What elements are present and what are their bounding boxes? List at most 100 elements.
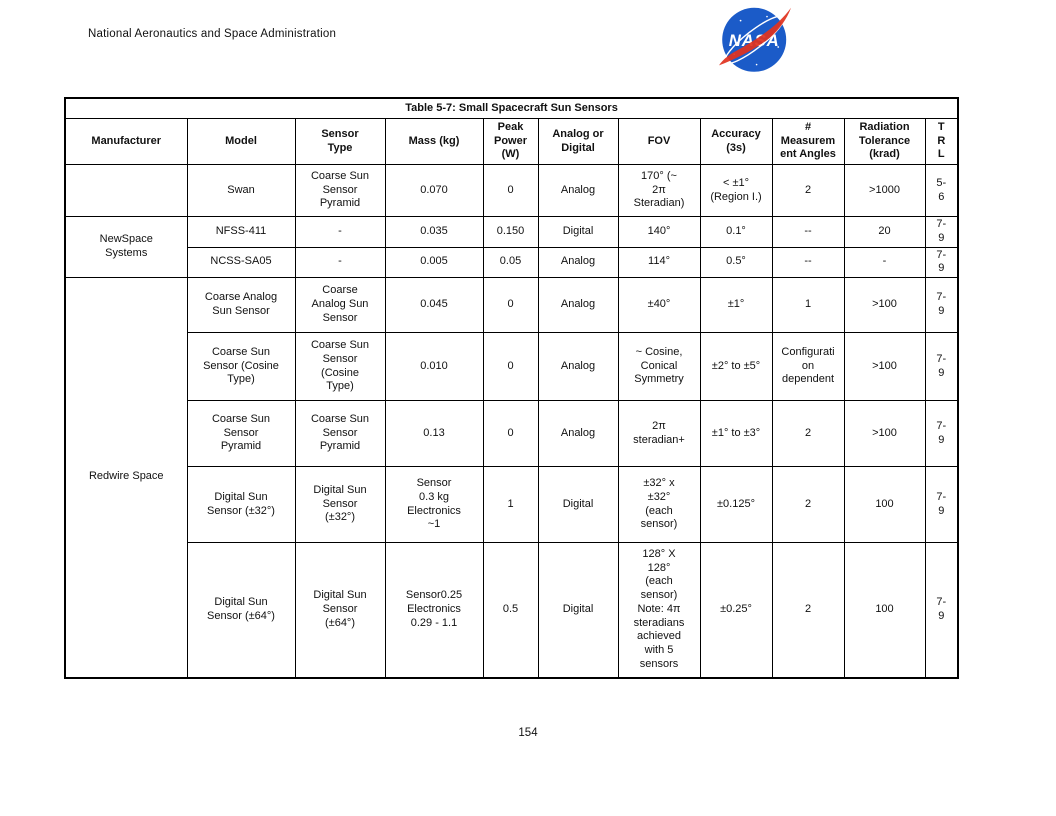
- cell-mass: 0.13: [384, 400, 484, 467]
- cell-fov: ±40°: [617, 277, 701, 333]
- nasa-meatball-icon: NASA: [719, 7, 791, 72]
- cell-accuracy: ±1° to ±3°: [699, 400, 773, 467]
- cell-analog-digital: Digital: [537, 542, 619, 678]
- cell-trl: 7- 9: [924, 277, 959, 333]
- cell-measurement-angles: 2: [771, 164, 845, 217]
- cell-model: Coarse Analog Sun Sensor: [186, 277, 296, 333]
- cell-trl: 5- 6: [924, 164, 959, 217]
- table-title: Table 5-7: Small Spacecraft Sun Sensors: [64, 97, 959, 119]
- cell-model: Swan: [186, 164, 296, 217]
- cell-mass: 0.035: [384, 216, 484, 248]
- cell-trl: 7- 9: [924, 216, 959, 248]
- cell-analog-digital: Analog: [537, 332, 619, 401]
- cell-peak-power: 0: [482, 400, 539, 467]
- cell-radiation-tolerance: 100: [843, 542, 926, 678]
- cell-fov: 170° (~ 2π Steradian): [617, 164, 701, 217]
- cell-analog-digital: Digital: [537, 216, 619, 248]
- cell-mass: 0.010: [384, 332, 484, 401]
- cell-accuracy: ±1°: [699, 277, 773, 333]
- table-row-swan: Swan Coarse Sun Sensor Pyramid 0.070 0 A…: [64, 164, 959, 217]
- cell-mass: Sensor0.25 Electronics 0.29 - 1.1: [384, 542, 484, 678]
- cell-sensor-type: Coarse Sun Sensor Pyramid: [294, 400, 386, 467]
- cell-fov: 2π steradian+: [617, 400, 701, 467]
- cell-model: Coarse Sun Sensor (Cosine Type): [186, 332, 296, 401]
- col-header-peak-power: Peak Power (W): [482, 118, 539, 165]
- col-header-radiation-tolerance: Radiation Tolerance (krad): [843, 118, 926, 165]
- cell-mass: Sensor 0.3 kg Electronics ~1: [384, 466, 484, 543]
- cell-accuracy: 0.5°: [699, 246, 773, 278]
- cell-trl: 7- 9: [924, 332, 959, 401]
- cell-accuracy: ±0.25°: [699, 542, 773, 678]
- cell-radiation-tolerance: >100: [843, 277, 926, 333]
- cell-accuracy: ±0.125°: [699, 466, 773, 543]
- cell-sensor-type: Coarse Sun Sensor Pyramid: [294, 164, 386, 217]
- cell-sensor-type: Coarse Sun Sensor (Cosine Type): [294, 332, 386, 401]
- table-header-row: Manufacturer Model Sensor Type Mass (kg)…: [64, 118, 959, 165]
- cell-model: Digital Sun Sensor (±32°): [186, 466, 296, 543]
- col-header-sensor-type: Sensor Type: [294, 118, 386, 165]
- cell-fov: 114°: [617, 246, 701, 278]
- col-header-model: Model: [186, 118, 296, 165]
- cell-analog-digital: Analog: [537, 400, 619, 467]
- cell-model: Coarse Sun Sensor Pyramid: [186, 400, 296, 467]
- cell-radiation-tolerance: -: [843, 246, 926, 278]
- cell-mass: 0.005: [384, 246, 484, 278]
- cell-trl: 7- 9: [924, 466, 959, 543]
- table-row-coarse-analog: Redwire Space Coarse Analog Sun Sensor C…: [64, 277, 959, 678]
- cell-analog-digital: Analog: [537, 246, 619, 278]
- cell-peak-power: 0.05: [482, 246, 539, 278]
- agency-name: National Aeronautics and Space Administr…: [88, 28, 337, 40]
- cell-sensor-type: Digital Sun Sensor (±64°): [294, 542, 386, 678]
- cell-trl: 7- 9: [924, 246, 959, 278]
- cell-radiation-tolerance: 20: [843, 216, 926, 248]
- cell-radiation-tolerance: >100: [843, 400, 926, 467]
- cell-radiation-tolerance: >1000: [843, 164, 926, 217]
- sun-sensors-table: Table 5-7: Small Spacecraft Sun Sensors …: [64, 97, 960, 679]
- cell-fov: ~ Cosine, Conical Symmetry: [617, 332, 701, 401]
- cell-peak-power: 0.150: [482, 216, 539, 248]
- cell-fov: 128° X 128° (each sensor) Note: 4π stera…: [617, 542, 701, 678]
- cell-model: NCSS-SA05: [186, 246, 296, 278]
- col-header-analog-digital: Analog or Digital: [537, 118, 619, 165]
- cell-trl: 7- 9: [924, 542, 959, 678]
- col-header-manufacturer: Manufacturer: [64, 118, 188, 165]
- table-row-digital-64: Digital Sun Sensor (±64°) Digital Sun Se…: [65, 542, 959, 678]
- col-header-mass: Mass (kg): [384, 118, 484, 165]
- col-header-accuracy: Accuracy (3s): [699, 118, 773, 165]
- cell-accuracy: < ±1° (Region I.): [699, 164, 773, 217]
- cell-peak-power: 1: [482, 466, 539, 543]
- cell-radiation-tolerance: >100: [843, 332, 926, 401]
- cell-accuracy: 0.1°: [699, 216, 773, 248]
- cell-fov: 140°: [617, 216, 701, 248]
- cell-peak-power: 0: [482, 332, 539, 401]
- cell-sensor-type: -: [294, 246, 386, 278]
- cell-analog-digital: Digital: [537, 466, 619, 543]
- cell-radiation-tolerance: 100: [843, 466, 926, 543]
- col-header-fov: FOV: [617, 118, 701, 165]
- cell-fov: ±32° x ±32° (each sensor): [617, 466, 701, 543]
- table-row-pyramid: Coarse Sun Sensor Pyramid Coarse Sun Sen…: [65, 400, 959, 467]
- cell-accuracy: ±2° to ±5°: [699, 332, 773, 401]
- nasa-logo: NASA: [714, 3, 796, 75]
- cell-model: NFSS-411: [186, 216, 296, 248]
- cell-measurement-angles: Configurati on dependent: [771, 332, 845, 401]
- table-row-digital-32: Digital Sun Sensor (±32°) Digital Sun Se…: [65, 466, 959, 543]
- cell-model: Digital Sun Sensor (±64°): [186, 542, 296, 678]
- col-header-trl: T R L: [924, 118, 959, 165]
- page-number: 154: [518, 727, 538, 739]
- cell-peak-power: 0: [482, 277, 539, 333]
- cell-analog-digital: Analog: [537, 164, 619, 217]
- cell-analog-digital: Analog: [537, 277, 619, 333]
- cell-measurement-angles: --: [771, 246, 845, 278]
- cell-sensor-type: Digital Sun Sensor (±32°): [294, 466, 386, 543]
- table-row-nfss-411: NewSpace Systems NFSS-411 - 0.035 0.150 …: [64, 216, 959, 278]
- cell-manufacturer: [64, 164, 188, 217]
- cell-measurement-angles: 2: [771, 400, 845, 467]
- cell-mass: 0.045: [384, 277, 484, 333]
- cell-trl: 7- 9: [924, 400, 959, 467]
- table-row-cosine-type: Coarse Sun Sensor (Cosine Type) Coarse S…: [65, 332, 959, 401]
- cell-measurement-angles: 1: [771, 277, 845, 333]
- table-title-row: Table 5-7: Small Spacecraft Sun Sensors: [64, 97, 959, 119]
- cell-peak-power: 0: [482, 164, 539, 217]
